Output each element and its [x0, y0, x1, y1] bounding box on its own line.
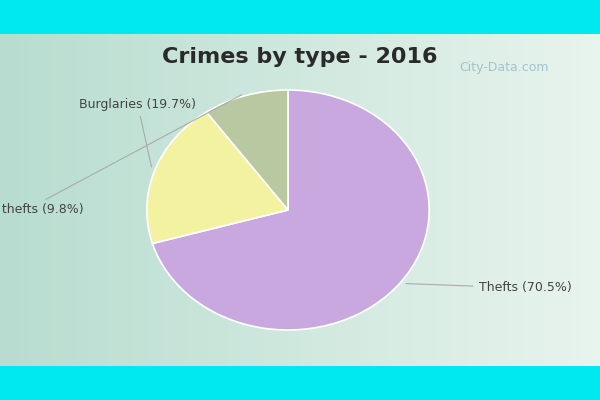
Wedge shape	[206, 90, 288, 210]
Text: Crimes by type - 2016: Crimes by type - 2016	[162, 47, 438, 67]
Text: City-Data.com: City-Data.com	[459, 61, 549, 74]
Wedge shape	[152, 90, 429, 330]
Text: Burglaries (19.7%): Burglaries (19.7%)	[79, 98, 196, 167]
Wedge shape	[147, 112, 288, 244]
Text: Thefts (70.5%): Thefts (70.5%)	[406, 282, 571, 294]
Text: Auto thefts (9.8%): Auto thefts (9.8%)	[0, 95, 242, 216]
